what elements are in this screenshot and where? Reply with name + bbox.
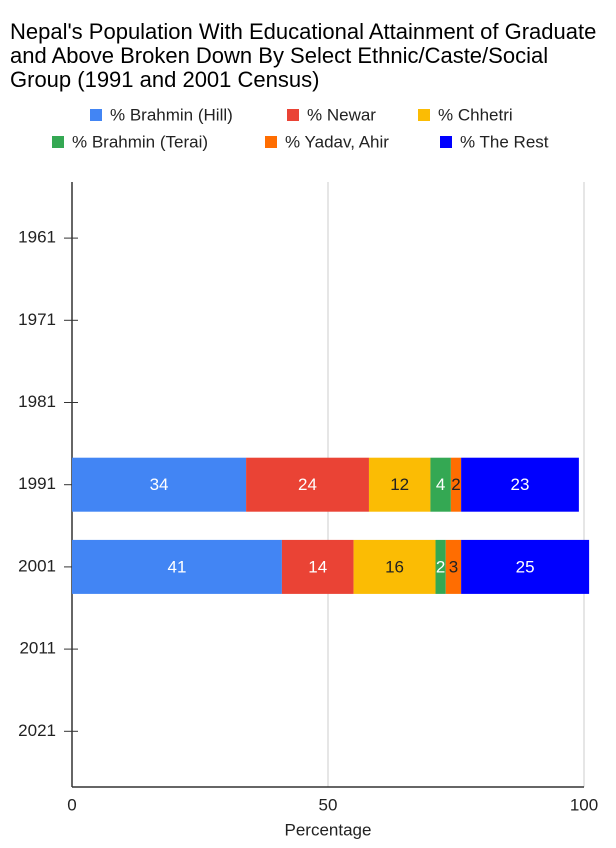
legend-label: % The Rest <box>460 132 549 151</box>
data-label: 4 <box>436 475 445 494</box>
bar-segment <box>72 457 247 512</box>
chart-title: Nepal's Population With Educational Atta… <box>10 19 597 92</box>
legend-swatch <box>90 109 102 121</box>
data-label: 23 <box>511 475 530 494</box>
bar-segment <box>72 539 282 594</box>
y-tick-label: 2011 <box>19 639 56 658</box>
y-tick-label: 2021 <box>18 721 56 740</box>
legend-swatch <box>287 109 299 121</box>
bar-segment <box>430 457 451 512</box>
legend-label: % Newar <box>307 105 376 124</box>
legend-swatch <box>418 109 430 121</box>
data-label: 2 <box>436 557 445 576</box>
y-tick-label: 1971 <box>18 310 56 329</box>
bar-segment <box>368 457 431 512</box>
bar-segment <box>445 539 462 594</box>
data-label: 2 <box>451 475 460 494</box>
legend-swatch <box>52 136 64 148</box>
y-tick-label: 1991 <box>18 474 56 493</box>
x-tick-label: 0 <box>67 795 76 814</box>
legend-swatch <box>265 136 277 148</box>
legend-swatch <box>440 136 452 148</box>
x-tick-label: 100 <box>570 795 598 814</box>
bar-segment <box>461 539 590 594</box>
x-tick-label: 50 <box>319 795 338 814</box>
bar-segment <box>450 457 462 512</box>
data-label: 41 <box>167 557 186 576</box>
legend-label: % Yadav, Ahir <box>285 132 389 151</box>
data-label: 34 <box>150 475 169 494</box>
bar-segment <box>246 457 369 512</box>
data-label: 3 <box>449 557 458 576</box>
data-label: 12 <box>390 475 409 494</box>
data-label: 16 <box>385 557 404 576</box>
bar-segment <box>353 539 436 594</box>
y-tick-label: 2001 <box>18 556 56 575</box>
legend-label: % Chhetri <box>438 105 513 124</box>
legend-label: % Brahmin (Terai) <box>72 132 208 151</box>
data-label: 14 <box>308 557 327 576</box>
bar-segment <box>281 539 354 594</box>
data-label: 25 <box>516 557 535 576</box>
y-tick-label: 1981 <box>18 392 56 411</box>
y-tick-label: 1961 <box>18 228 56 247</box>
bar-segment <box>461 457 579 512</box>
legend-label: % Brahmin (Hill) <box>110 105 233 124</box>
bar-segment <box>435 539 446 594</box>
x-axis-label: Percentage <box>285 820 372 839</box>
data-label: 24 <box>298 475 317 494</box>
